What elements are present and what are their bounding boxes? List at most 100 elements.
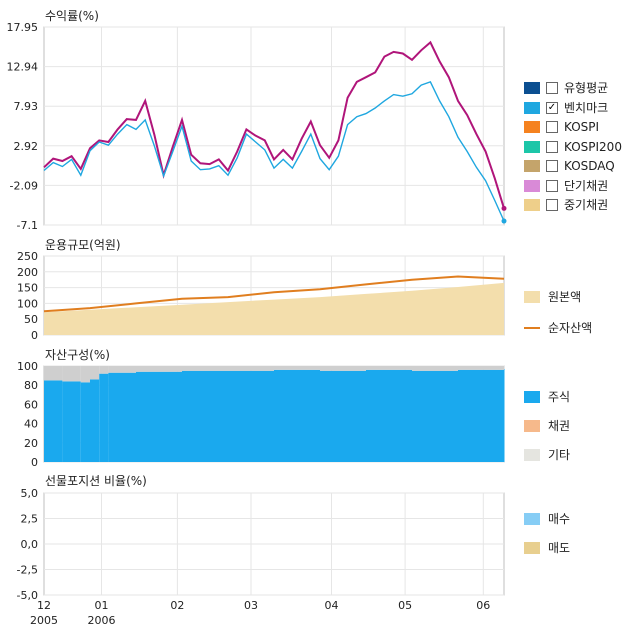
x-tick-year: 2006 (88, 614, 116, 627)
legend-label: 매도 (548, 541, 571, 555)
x-tick-month: 05 (398, 599, 412, 612)
returns-ytick-label: 7.93 (14, 100, 39, 113)
futures-ytick-label: -5,0 (17, 589, 38, 602)
composition-stock-bar (458, 369, 504, 462)
aum-ytick-label: 0 (31, 329, 38, 342)
futures-title: 선물포지션 비율(%) (45, 474, 147, 488)
composition-other-bar (228, 366, 274, 371)
legend-label: KOSPI (564, 120, 600, 134)
futures-ytick-label: 5,0 (21, 487, 39, 500)
returns-ytick-label: 12.94 (7, 61, 39, 74)
legend-swatch (524, 542, 540, 554)
composition-stock-bar (80, 382, 90, 462)
returns-plot-frame (43, 26, 505, 226)
composition-other-bar (108, 366, 136, 373)
legend-checkbox[interactable] (546, 140, 558, 153)
composition-other-bar (504, 366, 505, 369)
legend-label: 단기채권 (564, 178, 609, 193)
legend-swatch (524, 101, 540, 114)
returns-title: 수익률(%) (45, 9, 99, 23)
composition-other-bar (274, 366, 320, 370)
legend-swatch (524, 420, 540, 432)
composition-stock-bar (136, 371, 182, 462)
composition-stock-bar (366, 369, 412, 462)
composition-stock-bar (504, 368, 505, 462)
legend-swatch (524, 179, 540, 192)
returns-ytick-label: 17.95 (7, 21, 39, 34)
composition-other-bar (99, 366, 109, 374)
returns-series-benchmark-line (43, 81, 505, 222)
aum-ytick-label: 150 (17, 282, 38, 295)
legend-swatch (524, 513, 540, 525)
legend-swatch (524, 391, 540, 403)
x-tick-month: 02 (170, 599, 184, 612)
composition-ytick-label: 80 (24, 379, 38, 392)
x-tick-month: 04 (325, 599, 339, 612)
legend-checkbox[interactable] (546, 179, 558, 192)
legend-checkbox[interactable] (546, 199, 558, 211)
aum-title: 운용규모(억원) (45, 238, 121, 252)
legend-swatch (524, 449, 540, 461)
returns-ytick-label: -7.1 (17, 219, 38, 232)
x-tick-month: 12 (37, 599, 51, 612)
composition-other-bar (366, 366, 412, 370)
x-tick-month: 06 (476, 599, 490, 612)
returns-end-marker (501, 218, 507, 224)
legend-label: 유형평균 (564, 81, 609, 95)
composition-stock-bar (274, 369, 320, 462)
legend-checkbox[interactable] (546, 160, 558, 172)
composition-other-bar (136, 366, 182, 372)
composition-other-bar (44, 366, 63, 381)
composition-ytick-label: 0 (31, 456, 38, 469)
returns-series-fund-line (43, 40, 505, 209)
composition-stock-bar (182, 370, 228, 462)
composition-stock-bar (228, 370, 274, 462)
legend-label: 매수 (548, 512, 571, 526)
composition-stock-bar (108, 372, 136, 462)
composition-stock-bar (412, 370, 458, 462)
legend-checkbox[interactable] (546, 82, 558, 94)
aum-principal-area (44, 282, 504, 335)
x-tick-year: 2005 (30, 614, 58, 627)
aum-net-asset-line (43, 275, 505, 313)
composition-other-bar (80, 366, 90, 383)
legend-label: 원본액 (548, 290, 582, 304)
composition-stock-bar (44, 380, 63, 462)
composition-other-bar (412, 366, 458, 371)
composition-other-bar (458, 366, 504, 370)
composition-stock-bar (99, 373, 109, 462)
composition-legend: 주식 채권 기타 (524, 390, 624, 470)
legend-label: 기타 (548, 448, 571, 462)
legend-swatch (524, 140, 540, 153)
composition-ytick-label: 100 (17, 360, 38, 373)
composition-ytick-label: 40 (24, 418, 38, 431)
legend-checkbox[interactable] (546, 121, 558, 133)
legend-swatch (524, 121, 540, 133)
legend-label: 벤치마크 (564, 100, 609, 115)
composition-other-bar (320, 366, 366, 371)
futures-ytick-label: 2,5 (21, 513, 39, 526)
composition-other-bar (182, 366, 228, 371)
legend-label: 순자산액 (548, 321, 593, 335)
x-tick-month: 03 (244, 599, 258, 612)
composition-title: 자산구성(%) (45, 348, 110, 362)
composition-stock-bar (90, 379, 100, 462)
futures-ytick-label: 0,0 (21, 538, 39, 551)
legend-checkbox[interactable]: ✓ (546, 101, 558, 114)
composition-other-bar (62, 366, 81, 382)
composition-ytick-label: 20 (24, 437, 38, 450)
legend-label: 중기채권 (564, 198, 609, 212)
legend-swatch (524, 82, 540, 94)
legend-swatch (524, 160, 540, 172)
legend-label: KOSDAQ (564, 159, 615, 173)
composition-other-bar (90, 366, 100, 380)
returns-ytick-label: -2.09 (10, 179, 38, 192)
x-tick-month: 01 (95, 599, 109, 612)
composition-stock-bar (62, 381, 81, 462)
legend-label: 주식 (548, 390, 571, 404)
composition-stock-bar (320, 370, 366, 462)
futures-ytick-label: -2,5 (17, 564, 38, 577)
